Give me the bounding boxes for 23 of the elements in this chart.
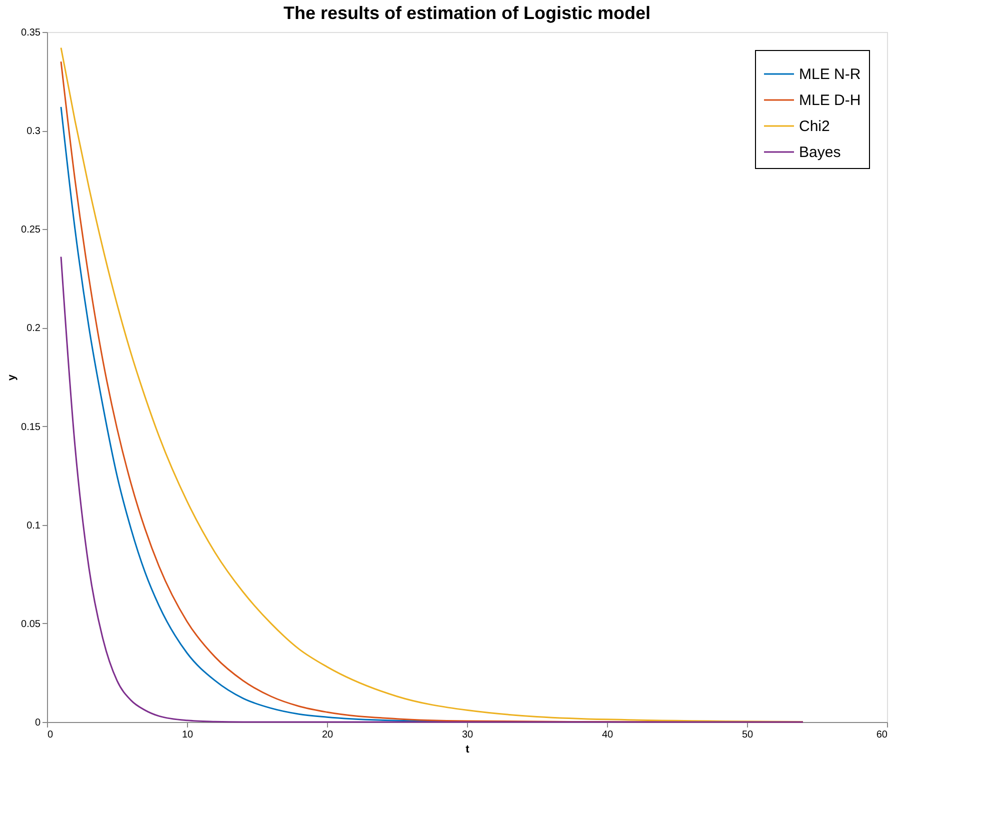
x-tick-label: 60: [876, 730, 888, 740]
legend-label: MLE D-H: [799, 92, 861, 109]
x-tick-label: 0: [48, 730, 54, 740]
legend-label: Bayes: [799, 144, 841, 161]
x-axis-title: t: [466, 744, 470, 756]
line-series: [60, 256, 804, 723]
legend-label: MLE N-R: [799, 66, 861, 83]
y-tick-label: 0: [34, 718, 41, 728]
legend-label: Chi2: [799, 118, 830, 135]
x-tick-label: 30: [462, 730, 474, 740]
y-axis-title: y: [6, 374, 18, 381]
x-tick-label: 40: [602, 730, 614, 740]
chart-title: The results of estimation of Logistic model: [283, 3, 651, 23]
x-tick-label: 50: [742, 730, 754, 740]
y-tick-label: 0.35: [21, 28, 41, 38]
y-tick-label: 0.2: [26, 323, 41, 334]
y-tick-label: 0.05: [21, 618, 41, 630]
y-tick-label: 0.15: [21, 422, 41, 433]
y-tick-label: 0.1: [26, 520, 41, 532]
y-tick-label: 0.3: [26, 126, 41, 138]
x-tick-label: 10: [182, 730, 194, 740]
x-tick-label: 20: [322, 730, 334, 740]
y-tick-label: 0.25: [21, 224, 41, 236]
